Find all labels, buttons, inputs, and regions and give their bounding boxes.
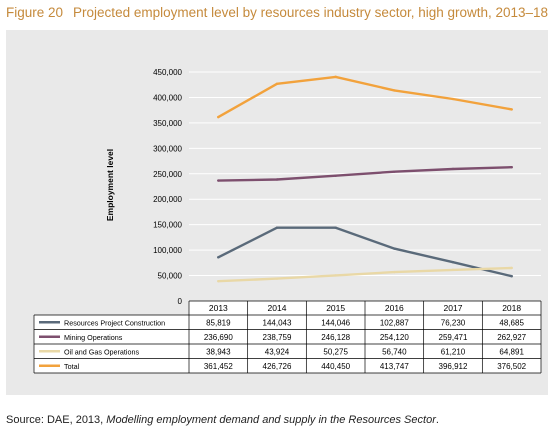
data-point bbox=[451, 261, 455, 264]
legend-label: Total bbox=[64, 362, 80, 371]
x-tick-label: 2016 bbox=[385, 303, 404, 313]
table-cell-value: 254,120 bbox=[380, 333, 409, 342]
data-point bbox=[451, 97, 455, 101]
figure-title: Figure 20 Projected employment level by r… bbox=[6, 5, 548, 20]
series-line bbox=[217, 165, 513, 182]
data-point bbox=[510, 108, 513, 111]
table-cell-value: 413,747 bbox=[380, 362, 409, 371]
y-tick-label: 100,000 bbox=[153, 246, 182, 255]
data-table: 2013 2014 2015 2016 2017 2018 Resources Projec… bbox=[33, 300, 542, 374]
y-axis-label: Employment level bbox=[105, 149, 115, 221]
y-tick-label: 350,000 bbox=[153, 119, 182, 128]
data-point bbox=[275, 178, 279, 181]
table-cell-value: 56,740 bbox=[382, 347, 407, 356]
table-cell-value: 238,759 bbox=[263, 333, 292, 342]
table-cell-value: 85,819 bbox=[206, 318, 231, 327]
data-point bbox=[334, 174, 337, 177]
y-tick-label: 150,000 bbox=[153, 221, 182, 230]
data-point bbox=[510, 275, 513, 278]
data-point bbox=[510, 165, 513, 169]
line-chart: 0 50,000 100,000 150,000 200,000 250,000 300,0… bbox=[33, 68, 542, 374]
data-point bbox=[393, 89, 396, 92]
chart-panel: 0 50,000 100,000 150,000 200,000 250,000 300,0… bbox=[6, 30, 548, 395]
y-tick-label: 0 bbox=[178, 297, 183, 306]
table-cell-value: 38,943 bbox=[206, 347, 231, 356]
data-point bbox=[275, 82, 279, 86]
table-cell-value: 144,046 bbox=[321, 318, 350, 327]
data-point bbox=[451, 268, 455, 272]
table-cell-value: 64,891 bbox=[499, 347, 524, 356]
y-tick-label: 450,000 bbox=[153, 68, 182, 77]
data-point bbox=[451, 167, 455, 171]
data-point bbox=[217, 179, 220, 182]
legend-label: Mining Operations bbox=[64, 333, 123, 342]
source-note: Source: DAE, 2013, Modelling employment … bbox=[6, 414, 439, 426]
figure-number: Figure 20 bbox=[6, 5, 64, 20]
data-point bbox=[393, 170, 396, 173]
source-publication: Modelling employment demand and supply i… bbox=[106, 414, 436, 426]
data-point bbox=[334, 274, 337, 277]
table-cell-value: 48,685 bbox=[499, 318, 524, 327]
source-prefix: Source: DAE, 2013, bbox=[6, 414, 107, 426]
y-tick-label: 400,000 bbox=[153, 93, 182, 102]
table-cell-value: 440,450 bbox=[321, 362, 350, 371]
x-tick-label: 2014 bbox=[268, 303, 287, 313]
x-tick-label: 2015 bbox=[326, 303, 345, 313]
table-cell-value: 102,887 bbox=[380, 318, 409, 327]
data-point bbox=[217, 115, 220, 119]
data-point bbox=[217, 279, 220, 283]
y-axis: 0 50,000 100,000 150,000 200,000 250,000 300,0… bbox=[153, 68, 182, 306]
data-point bbox=[275, 277, 279, 280]
data-point bbox=[510, 266, 513, 270]
data-point bbox=[217, 256, 220, 259]
table-cell-value: 236,690 bbox=[204, 333, 233, 342]
source-suffix: . bbox=[435, 414, 439, 426]
y-tick-label: 300,000 bbox=[153, 144, 182, 153]
table-cell-value: 361,452 bbox=[204, 362, 233, 371]
series-lines bbox=[217, 75, 513, 283]
table-cell-value: 246,128 bbox=[321, 333, 350, 342]
table-cell-value: 396,912 bbox=[439, 362, 468, 371]
table-cell-value: 61,210 bbox=[441, 347, 466, 356]
table-cell-value: 144,043 bbox=[263, 318, 292, 327]
legend-label: Oil and Gas Operations bbox=[64, 347, 140, 356]
table-cell-value: 262,927 bbox=[497, 333, 526, 342]
data-point bbox=[334, 75, 337, 79]
series-line bbox=[217, 266, 513, 283]
table-cell-value: 426,726 bbox=[263, 362, 292, 371]
data-point bbox=[393, 270, 396, 274]
legend-label: Resources Project Construction bbox=[64, 318, 165, 327]
data-point bbox=[275, 226, 279, 229]
y-tick-label: 50,000 bbox=[158, 272, 183, 281]
data-point bbox=[334, 226, 337, 229]
series-line bbox=[217, 226, 513, 278]
y-tick-label: 200,000 bbox=[153, 195, 182, 204]
table-cell-value: 259,471 bbox=[439, 333, 468, 342]
table-cell-value: 376,502 bbox=[497, 362, 526, 371]
x-tick-label: 2018 bbox=[502, 303, 521, 313]
table-cell-value: 43,924 bbox=[265, 347, 290, 356]
x-tick-label: 2017 bbox=[444, 303, 463, 313]
series-line bbox=[217, 75, 513, 119]
x-tick-label: 2013 bbox=[209, 303, 228, 313]
figure-title-text: Projected employment level by resources … bbox=[73, 5, 549, 20]
table-cell-value: 76,230 bbox=[441, 318, 466, 327]
data-point bbox=[393, 247, 396, 250]
y-tick-label: 250,000 bbox=[153, 170, 182, 179]
table-cell-value: 50,275 bbox=[323, 347, 348, 356]
